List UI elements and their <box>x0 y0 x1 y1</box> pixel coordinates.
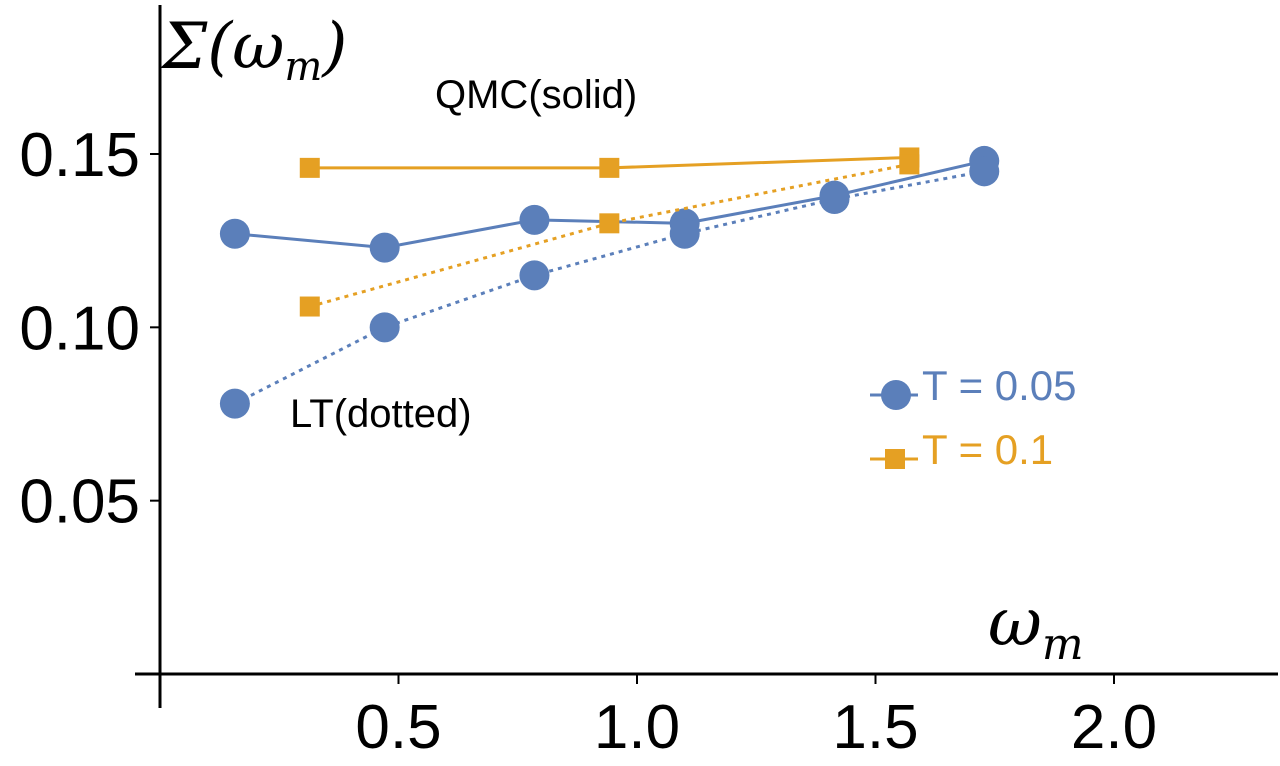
data-point-lt-t-0-05 <box>519 260 550 291</box>
x-axis-label-main: ω <box>988 584 1042 661</box>
data-point-qmc-t-0-05 <box>219 218 250 249</box>
y-axis-label: Σ(ωm) <box>160 10 347 90</box>
series-layer <box>219 145 1000 419</box>
x-tick-label: 2.0 <box>1071 693 1157 762</box>
legend-label-t-0-05: T = 0.05 <box>922 362 1077 409</box>
legend-marker-t-0-05 <box>881 380 911 410</box>
series-line-lt-t-0-1 <box>309 162 910 308</box>
y-axis-label-sub: m <box>284 44 322 90</box>
annotation-qmc: QMC(solid) <box>435 73 637 117</box>
data-point-lt-t-0-05 <box>669 218 700 249</box>
y-axis-label-main: Σ(ω <box>160 10 284 84</box>
data-point-lt-t-0-05 <box>969 156 1000 187</box>
y-axis-label-close: ) <box>320 10 347 84</box>
legend-marker-t-0-1 <box>885 449 905 469</box>
legend: T = 0.05 T = 0.1 <box>870 362 1077 473</box>
data-point-lt-t-0-05 <box>819 184 850 215</box>
x-axis-label: ωm <box>988 584 1084 670</box>
series-line-lt-t-0-05 <box>234 169 985 405</box>
annotation-lt: LT(dotted) <box>290 392 472 436</box>
data-point-lt-t-0-1 <box>599 213 620 234</box>
y-ticks: 0.05 0.10 0.15 <box>19 121 160 537</box>
data-point-lt-t-0-05 <box>369 312 400 343</box>
data-point-lt-t-0-05 <box>219 388 250 419</box>
x-axis-label-sub: m <box>1042 619 1084 670</box>
data-point-lt-t-0-1 <box>899 154 920 175</box>
data-point-lt-t-0-1 <box>299 296 320 317</box>
x-tick-label: 1.0 <box>594 693 680 762</box>
data-point-qmc-t-0-1 <box>599 157 620 178</box>
data-point-qmc-t-0-05 <box>369 232 400 263</box>
y-tick-label: 0.05 <box>19 468 140 537</box>
y-tick-label: 0.10 <box>19 294 140 363</box>
data-point-qmc-t-0-1 <box>299 157 320 178</box>
data-point-qmc-t-0-05 <box>519 204 550 235</box>
x-tick-label: 1.5 <box>832 693 918 762</box>
legend-label-t-0-1: T = 0.1 <box>922 426 1053 473</box>
x-ticks: 0.5 1.0 1.5 2.0 <box>355 674 1157 762</box>
y-tick-label: 0.15 <box>19 121 140 190</box>
x-tick-label: 0.5 <box>355 693 441 762</box>
